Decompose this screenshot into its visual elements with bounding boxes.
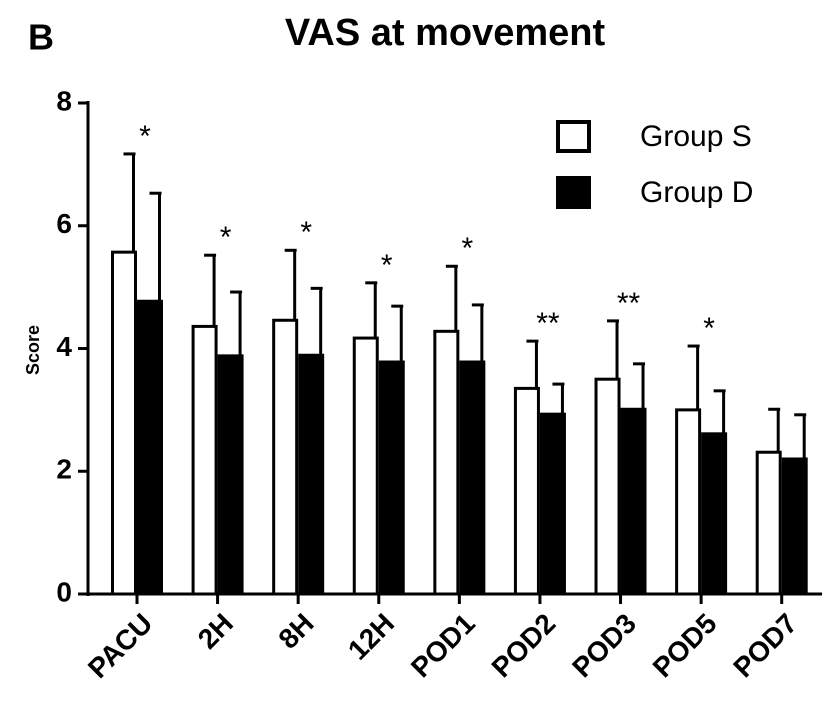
x-tick-label: POD3 bbox=[566, 608, 642, 684]
legend-swatch bbox=[556, 176, 591, 209]
annotation: * bbox=[462, 232, 474, 265]
x-tick-label: POD2 bbox=[486, 608, 562, 684]
legend-swatch bbox=[556, 120, 591, 153]
chart-title: VAS at movement bbox=[285, 12, 606, 54]
annotation: ** bbox=[617, 287, 641, 320]
bar bbox=[136, 299, 163, 596]
annotation: * bbox=[220, 221, 232, 254]
annotation: * bbox=[703, 312, 715, 345]
legend-label: Group D bbox=[640, 176, 753, 209]
bar bbox=[378, 360, 405, 596]
bar bbox=[191, 324, 218, 596]
y-tick-label: 8 bbox=[56, 85, 72, 116]
y-tick-label: 0 bbox=[56, 576, 72, 607]
bar bbox=[513, 386, 540, 596]
panel-label: B bbox=[28, 17, 54, 58]
bar bbox=[459, 360, 486, 596]
x-tick-label: 12H bbox=[342, 608, 400, 666]
bar bbox=[675, 408, 702, 596]
bar bbox=[594, 377, 621, 596]
annotation: * bbox=[139, 120, 151, 153]
annotation: ** bbox=[536, 307, 560, 340]
annotation: * bbox=[381, 249, 393, 282]
bar bbox=[433, 329, 460, 596]
y-axis-label: Score bbox=[23, 325, 43, 375]
annotation: * bbox=[300, 216, 312, 249]
x-tick-label: POD5 bbox=[647, 608, 723, 684]
bar bbox=[110, 250, 137, 596]
bar bbox=[217, 354, 244, 596]
x-tick-label: PACU bbox=[82, 608, 159, 685]
bar bbox=[298, 353, 325, 596]
x-tick-label: 8H bbox=[272, 608, 319, 655]
bar bbox=[352, 336, 379, 596]
x-tick-label: POD1 bbox=[405, 608, 481, 684]
bar bbox=[701, 432, 728, 596]
x-tick-label: 2H bbox=[192, 608, 239, 655]
bar bbox=[755, 450, 782, 596]
bar bbox=[781, 457, 808, 596]
bar bbox=[620, 407, 647, 596]
y-tick-label: 2 bbox=[56, 454, 72, 485]
bar bbox=[539, 412, 566, 596]
y-tick-label: 4 bbox=[56, 331, 72, 362]
x-tick-label: POD7 bbox=[727, 608, 803, 684]
legend-label: Group S bbox=[640, 120, 752, 153]
bar bbox=[272, 318, 299, 596]
y-tick-label: 6 bbox=[56, 208, 72, 239]
